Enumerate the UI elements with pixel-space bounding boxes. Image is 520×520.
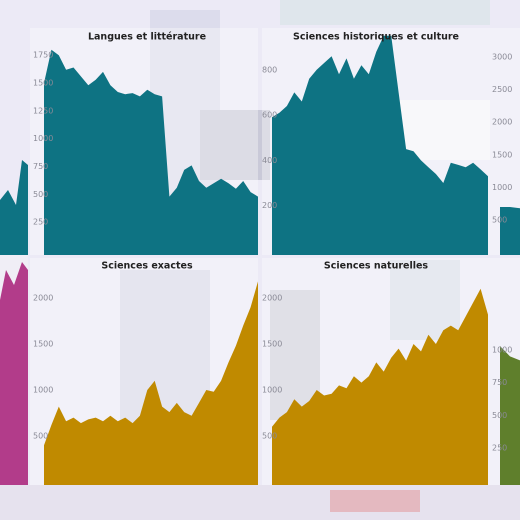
y-tick-label: 250 [33, 218, 48, 227]
y-tick-label: 1000 [33, 134, 53, 143]
y-tick-label: 2000 [492, 118, 512, 127]
area [272, 288, 488, 485]
y-tick-label: 1500 [262, 340, 282, 349]
y-tick-label: 1500 [33, 340, 53, 349]
y-tick-label: 1000 [492, 183, 512, 192]
bg-shape [0, 485, 520, 520]
y-tick-label: 1500 [492, 150, 512, 159]
bg-shape [330, 490, 420, 512]
y-tick-label: 1750 [33, 51, 53, 60]
partial-area [0, 262, 28, 485]
chart-title: Sciences naturelles [324, 261, 429, 272]
area [500, 346, 520, 485]
y-tick-label: 500 [492, 216, 507, 225]
area [44, 281, 258, 485]
y-tick-label: 500 [33, 432, 48, 441]
y-tick-label: 500 [262, 432, 277, 441]
y-tick-label: 2500 [492, 85, 512, 94]
y-tick-label: 500 [33, 190, 48, 199]
y-tick-label: 1000 [33, 386, 53, 395]
y-tick-label: 400 [262, 156, 277, 165]
bg-shape [280, 0, 490, 25]
y-tick-label: 2000 [262, 294, 282, 303]
chart-panel: 200 400 600 800 Sciences historiques et cult… [262, 28, 490, 255]
y-tick-label: 750 [33, 162, 48, 171]
y-tick-label: 1500 [33, 79, 53, 88]
chart-title: Langues et littérature [88, 32, 206, 43]
bg-shape [390, 260, 460, 340]
chart-title: Sciences historiques et culture [293, 32, 459, 43]
bg-shape [200, 110, 270, 180]
chart-panel: 250 500 750 1000 [490, 258, 520, 485]
y-tick-label: 1000 [492, 345, 512, 354]
area [44, 49, 258, 255]
y-tick-label: 600 [262, 111, 277, 120]
y-tick-label: 800 [262, 65, 277, 74]
bg-shape [400, 100, 490, 160]
chart-panel: 250 500 750 1000 1250 1500 1750 Langues et litt… [30, 28, 258, 255]
y-tick-label: 750 [492, 378, 507, 387]
charts: 250 500 750 1000 1250 1500 1750 Langues et litt… [30, 28, 520, 485]
y-tick-label: 500 [492, 411, 507, 420]
area [272, 35, 488, 255]
y-tick-label: 1250 [33, 106, 53, 115]
partial-area [0, 160, 28, 255]
y-tick-label: 250 [492, 444, 507, 453]
chart-panel: 500 1000 1500 2000 Sciences exactes [30, 258, 258, 485]
y-tick-label: 1000 [262, 386, 282, 395]
chart-title: Sciences exactes [101, 261, 193, 272]
y-tick-label: 3000 [492, 53, 512, 62]
y-tick-label: 2000 [33, 294, 53, 303]
chart-panel: 500 1000 1500 2000 Sciences naturelles [262, 258, 490, 485]
chart-panel: 500 1000 1500 2000 2500 3000 [490, 28, 520, 255]
y-tick-label: 200 [262, 201, 277, 210]
area [500, 207, 520, 255]
